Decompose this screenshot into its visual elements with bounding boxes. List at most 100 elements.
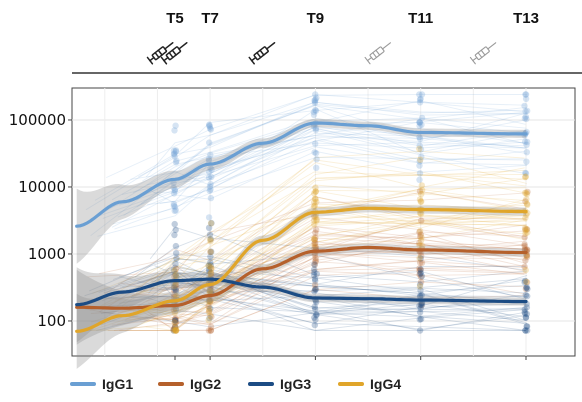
data-point: [522, 198, 529, 205]
data-point: [311, 99, 319, 107]
data-point: [418, 91, 426, 98]
data-point: [172, 327, 180, 334]
data-point: [206, 231, 214, 238]
data-point: [312, 107, 320, 114]
data-point: [207, 236, 214, 243]
data-point: [170, 327, 177, 334]
data-point: [417, 210, 424, 217]
data-point: [522, 314, 530, 321]
individual-trajectory: [134, 252, 525, 331]
individual-trajectory: [103, 272, 526, 297]
data-point: [522, 173, 529, 180]
trend-line-igg4: [75, 206, 528, 333]
individual-trajectory: [84, 266, 527, 303]
data-point: [312, 316, 319, 323]
individual-trajectory: [132, 104, 528, 194]
data-point: [172, 326, 179, 334]
syringe-icon: [364, 42, 391, 65]
data-point: [416, 135, 424, 142]
individual-trajectory: [119, 276, 527, 310]
data-point: [208, 173, 215, 181]
data-point: [524, 188, 531, 196]
individual-trajectory: [149, 205, 526, 314]
individual-trajectory: [136, 136, 527, 208]
individual-trajectory: [149, 226, 526, 271]
data-point: [522, 227, 529, 234]
data-point: [417, 233, 424, 240]
individual-trajectory: [98, 268, 528, 293]
legend-label: IgG3: [280, 376, 311, 392]
data-point: [172, 147, 180, 154]
data-point: [311, 213, 318, 220]
data-point: [521, 189, 529, 196]
data-point: [313, 156, 320, 163]
individual-trajectory: [121, 111, 528, 195]
data-point: [171, 291, 178, 298]
data-point: [207, 164, 214, 172]
data-point: [206, 314, 213, 322]
data-point: [417, 156, 424, 163]
individual-trajectory: [90, 243, 527, 314]
data-point: [207, 287, 214, 294]
data-point: [416, 158, 423, 165]
trend-lines: [75, 121, 528, 333]
syringe-icon: [160, 42, 188, 65]
data-point: [523, 284, 530, 291]
data-point: [172, 286, 179, 293]
individual-trajectory: [99, 311, 527, 331]
data-point: [170, 179, 177, 187]
data-point: [522, 277, 529, 285]
data-point: [416, 96, 424, 103]
data-point: [416, 122, 423, 129]
data-point: [207, 186, 214, 193]
individual-trajectory: [153, 137, 526, 194]
data-point: [173, 250, 180, 257]
individual-trajectory: [87, 191, 526, 278]
data-point: [417, 301, 425, 308]
syringe-icon: [248, 42, 276, 65]
data-point: [207, 194, 215, 202]
confidence-band-igg2: [76, 243, 526, 345]
data-point: [310, 108, 318, 116]
data-point: [522, 91, 530, 98]
data-point: [172, 315, 179, 322]
data-point: [522, 314, 530, 321]
data-point: [205, 174, 213, 181]
individual-trajectory: [111, 150, 527, 228]
individual-trajectory: [136, 105, 526, 201]
data-point: [171, 324, 179, 331]
individual-trajectory: [119, 289, 525, 331]
legend-item-igg3: IgG3: [248, 376, 311, 392]
data-point: [311, 195, 319, 202]
data-point: [173, 255, 180, 262]
data-point: [312, 286, 320, 293]
individual-trajectory: [134, 188, 527, 297]
data-point: [416, 283, 424, 290]
data-point: [416, 118, 423, 126]
individual-trajectory: [104, 196, 527, 295]
timepoint-label: T9: [307, 10, 325, 27]
data-point: [416, 281, 424, 288]
data-point: [313, 312, 320, 319]
individual-trajectory: [99, 192, 528, 275]
individual-trajectory: [148, 259, 527, 309]
individual-trajectory: [95, 270, 528, 318]
data-point: [206, 305, 213, 313]
individual-trajectory: [102, 141, 527, 219]
individual-trajectory: [121, 174, 528, 307]
data-point: [206, 307, 213, 315]
data-point: [311, 202, 318, 209]
data-point: [311, 190, 318, 197]
data-point: [172, 327, 179, 334]
individual-trajectory: [140, 156, 527, 288]
data-point: [170, 202, 178, 210]
data-point: [416, 316, 423, 323]
individual-trajectory: [106, 94, 528, 179]
timepoint-label: T11: [408, 10, 433, 27]
data-point: [170, 147, 178, 154]
individual-trajectory: [130, 112, 528, 203]
data-point: [524, 138, 531, 146]
data-point: [416, 187, 424, 195]
data-point: [313, 226, 320, 234]
